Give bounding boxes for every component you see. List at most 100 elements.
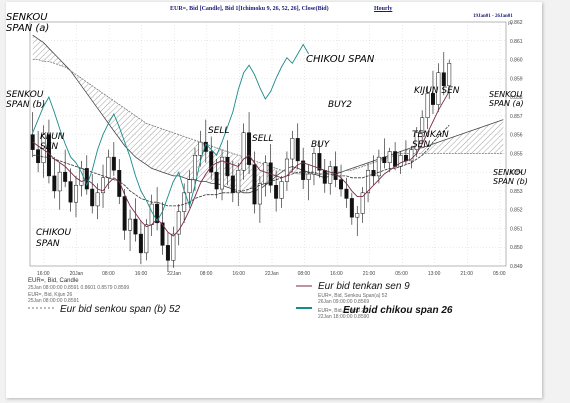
candle-body xyxy=(192,155,197,180)
candle-body xyxy=(263,162,268,184)
kumo-cloud xyxy=(32,35,504,193)
x-tick-label: 22Jan xyxy=(167,271,181,277)
axis-unit: Pr xyxy=(508,22,513,27)
x-tick-label: 13:00 xyxy=(428,271,441,277)
candle-body xyxy=(425,93,430,118)
candle-body xyxy=(279,181,284,199)
candle-body xyxy=(274,185,279,199)
candle-body xyxy=(393,151,398,167)
candle-body xyxy=(317,153,322,171)
candle-body xyxy=(349,198,354,218)
legend-tenkan-label: Eur bid tenkan sen 9 xyxy=(318,281,410,292)
candle-body xyxy=(57,171,62,192)
ichimoku-chart: 0.849 0.850 0.851 0.852 0.853 0.854 0.855 0.856… xyxy=(28,20,523,309)
legend-chikou-label: Eur bid chikou span 26 xyxy=(343,305,453,316)
candle-body xyxy=(414,132,419,150)
candle-body xyxy=(441,72,446,87)
candle-body xyxy=(68,181,73,203)
candle-body xyxy=(398,155,403,167)
annotation-senkou-span-b-right: SENKOU SPAN (b) xyxy=(493,168,528,186)
candle-body xyxy=(165,245,170,261)
annotation-buy-1: BUY xyxy=(311,140,330,150)
candle-body xyxy=(73,185,78,203)
chart-interval: Hourly xyxy=(374,6,393,12)
candle-body xyxy=(360,192,365,214)
y-tick-label: 0.861 xyxy=(510,39,523,45)
candle-body xyxy=(155,203,160,224)
y-tick-label: 0.857 xyxy=(510,114,523,120)
candle-body xyxy=(160,222,165,246)
candle-body xyxy=(220,156,225,190)
candle-body xyxy=(63,171,68,182)
candle-body xyxy=(257,183,262,205)
candle-body xyxy=(301,160,306,180)
candle-body xyxy=(36,149,41,164)
x-tick-label: 16:00 xyxy=(37,271,50,277)
senkou-span-a-line xyxy=(32,34,504,194)
candle-body xyxy=(214,171,219,190)
candle-body xyxy=(409,149,414,162)
candle-body xyxy=(111,156,116,171)
candle-body xyxy=(122,196,127,231)
y-tick-label: 0.859 xyxy=(510,76,523,82)
candle-body xyxy=(339,179,344,190)
candle-body xyxy=(144,224,149,254)
x-tick-label: 16:00 xyxy=(135,271,148,277)
candle-body xyxy=(376,156,381,177)
candle-body xyxy=(366,170,371,194)
annotation-senkou-span-a-right: SENKOU SPAN (a) xyxy=(489,90,524,108)
legend-senkou-a-small-values: 26Jan 09:00:00 0.8569 xyxy=(318,299,370,305)
candle-body xyxy=(447,63,452,87)
tenkan-sen-line xyxy=(32,91,450,237)
candle-body xyxy=(387,151,392,164)
x-tick-label: 20Jan xyxy=(70,271,84,277)
annotation-chikou-span-top: CHIKOU SPAN xyxy=(306,54,375,65)
candle-body xyxy=(355,213,360,218)
senkou-span-b-line xyxy=(32,59,504,175)
candle-body xyxy=(101,177,106,194)
candle-body xyxy=(198,141,203,156)
y-tick-label: 0.862 xyxy=(510,20,523,26)
candle-body xyxy=(230,175,235,194)
candle-body xyxy=(95,192,100,207)
candle-body xyxy=(225,156,230,177)
candle-body xyxy=(382,156,387,164)
candle-body xyxy=(203,141,208,152)
candle-body xyxy=(117,170,122,197)
y-tick-label: 0.858 xyxy=(510,95,523,101)
candle-body xyxy=(430,93,435,105)
candle-body xyxy=(247,132,252,165)
candle-body xyxy=(420,117,425,133)
candle-body xyxy=(311,153,316,175)
annotation-sell-2: SELL xyxy=(252,134,274,144)
annotation-kijun-sen-left: KIJUN SEN xyxy=(40,132,65,152)
chikou-span-line xyxy=(32,43,309,222)
x-tick-label: 21:00 xyxy=(460,271,473,277)
candle-body xyxy=(106,156,111,179)
annotation-tenkan-sen-right: TENKAN SEN xyxy=(412,130,449,150)
candle-body xyxy=(133,218,138,235)
candle-body xyxy=(209,151,214,173)
annotation-senkou-span-b-left: SENKOU SPAN (b) xyxy=(6,90,46,110)
candle-body xyxy=(252,164,257,205)
legend-kijun-small-values: 25Jan 08:00:00 0.8591 xyxy=(28,298,80,304)
y-tick-label: 0.851 xyxy=(510,226,523,232)
candle-body xyxy=(52,175,57,192)
x-tick-label: 16:00 xyxy=(330,271,343,277)
x-tick-label: 05:00 xyxy=(395,271,408,277)
chart-sheet: 0.849 0.850 0.851 0.852 0.853 0.854 0.855 0.856… xyxy=(6,2,542,398)
y-tick-label: 0.853 xyxy=(510,189,523,195)
x-tick-label: 22Jan xyxy=(265,271,279,277)
candle-body xyxy=(236,170,241,194)
annotation-senkou-span-a-left: SENKOU SPAN (a) xyxy=(6,12,50,34)
candle-body xyxy=(371,170,376,177)
x-tick-label: 05:00 xyxy=(493,271,506,277)
legend-kijun-small: EUR=, Bid, Kijun 26 xyxy=(28,292,73,298)
candle-body xyxy=(344,188,349,199)
y-tick-label: 0.852 xyxy=(510,208,523,214)
candle-body xyxy=(322,170,327,184)
legend-senkou-b-label: Eur bid senkou span (b) 52 xyxy=(60,304,181,315)
y-tick-label: 0.850 xyxy=(510,245,523,251)
chart-title: EUR=, Bid [Candle], Bid 1[Ichimoku 9, 26… xyxy=(170,6,329,12)
candle-body xyxy=(187,179,192,194)
